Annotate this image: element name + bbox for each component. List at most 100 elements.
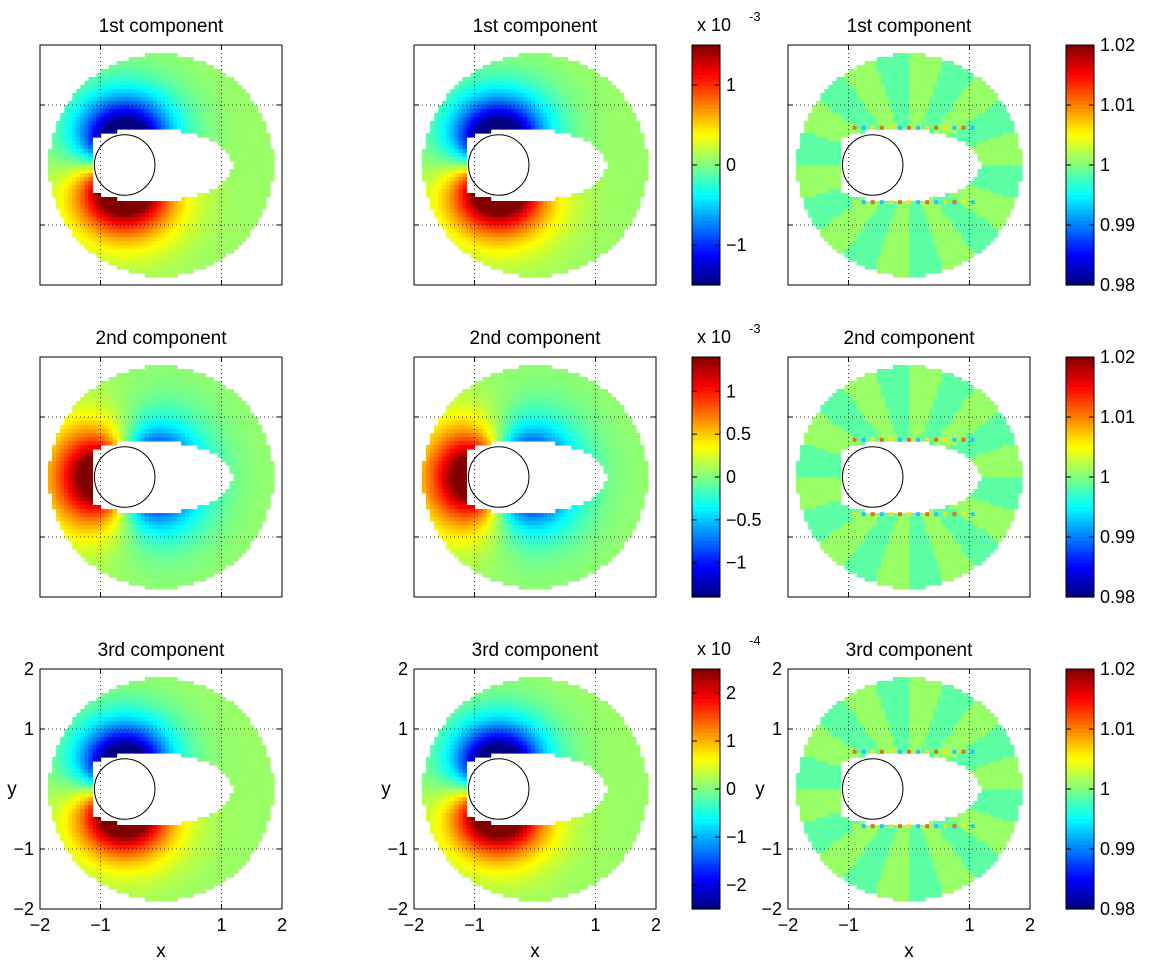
grid (40, 357, 282, 597)
x-tick-label: 1 (216, 915, 226, 935)
grid (788, 45, 1030, 285)
heatmap-cells (48, 53, 275, 278)
x-tick-label: −1 (464, 915, 485, 935)
y-tick-label: −1 (387, 839, 408, 859)
y-tick-label: 2 (24, 659, 34, 679)
heatmap-cells (48, 365, 275, 590)
axes-frame (413, 44, 657, 286)
panel-6: 2nd component 1.02 1.01 1 0.99 0.98 (787, 328, 1135, 607)
colorbar-tick-label: 1 (1100, 467, 1110, 487)
colorbar: 1 0 −1 x 10 -3 (691, 9, 761, 286)
tick-marks (40, 669, 282, 909)
colorbar-tick-label: 0.99 (1100, 215, 1135, 235)
circle-outline (93, 758, 156, 820)
panel-2: 1st component 1 0 −1 x 10 -3 (413, 9, 761, 286)
colorbar-tick-label: 0 (726, 779, 736, 799)
colorbar-tick-label: 1 (726, 75, 736, 95)
colorbar-tick-label: 1.02 (1100, 35, 1135, 55)
colorbar-tick-label: 0.98 (1100, 275, 1135, 295)
colorbar-tick-label: 1.01 (1100, 407, 1135, 427)
panel-title: 2nd component (470, 328, 602, 349)
x-tick-label: −1 (838, 915, 859, 935)
colorbar: 1.02 1.01 1 0.99 0.98 (1065, 347, 1135, 607)
heatmap-cells (422, 677, 649, 902)
y-axis-label: y (381, 779, 391, 800)
circle-outline (93, 446, 156, 508)
circle-outline (467, 446, 530, 508)
colorbar-exponent: -4 (749, 633, 761, 648)
colorbar-exponent: -3 (749, 321, 761, 336)
colorbar-tick-label: −2 (726, 875, 747, 895)
axes-frame (39, 668, 283, 910)
panel-title: 2nd component (844, 328, 976, 349)
colorbar-exponent-prefix: x 10 (697, 327, 731, 347)
x-axis-label: x (904, 941, 914, 962)
panel-1: 1st component (39, 16, 283, 286)
colorbar: 1 0.5 0 −0.5 −1 x 10 -3 (691, 321, 762, 598)
circle-outline (841, 446, 904, 508)
circle-outline (841, 134, 904, 196)
x-tick-label: 2 (277, 915, 287, 935)
x-tick-label: −2 (404, 915, 425, 935)
colorbar-tick-label: 1 (1100, 779, 1110, 799)
colorbar: 1.02 1.01 1 0.99 0.98 (1065, 659, 1135, 919)
tick-marks (414, 45, 656, 285)
colorbar-tick-label: 1.02 (1100, 659, 1135, 679)
y-tick-label: 1 (398, 719, 408, 739)
x-tick-label: −2 (778, 915, 799, 935)
x-tick-label: 2 (1025, 915, 1035, 935)
y-tick-label: −2 (761, 899, 782, 919)
panel-title: 1st component (847, 16, 972, 37)
panel-title: 1st component (99, 16, 224, 37)
y-tick-label: −2 (387, 899, 408, 919)
grid (414, 45, 656, 285)
circle-outline (841, 758, 904, 820)
colorbar-tick-label: 0 (726, 155, 736, 175)
x-tick-label: 1 (964, 915, 974, 935)
axes-frame (413, 668, 657, 910)
grid (40, 45, 282, 285)
y-axis-label: y (755, 779, 765, 800)
panel-title: 2nd component (96, 328, 228, 349)
colorbar-tick-label: −1 (726, 553, 747, 573)
boundary-artifacts (852, 437, 975, 517)
y-axis-label: y (7, 779, 17, 800)
axes-frame (787, 668, 1031, 910)
panel-3: 1st component 1.02 1.01 1 0.99 0.98 (787, 16, 1135, 295)
colorbar-tick-label: 2 (726, 683, 736, 703)
tick-marks (788, 357, 1030, 597)
panel-7: 3rd component −2 −1 1 2 2 1 −1 −2 x y (7, 640, 287, 962)
grid (788, 669, 1030, 909)
x-tick-label: −2 (30, 915, 51, 935)
tick-marks (788, 45, 1030, 285)
colorbar-tick-label: −1 (726, 827, 747, 847)
heatmap-cells (796, 53, 1023, 278)
grid (414, 357, 656, 597)
grid (414, 669, 656, 909)
colorbar-tick-label: 1 (726, 381, 736, 401)
x-tick-label: 1 (590, 915, 600, 935)
heatmap-cells (422, 365, 649, 590)
boundary-artifacts (852, 749, 975, 829)
y-tick-label: −1 (761, 839, 782, 859)
axes-frame (787, 44, 1031, 286)
x-tick-label: −1 (90, 915, 111, 935)
y-tick-label: −1 (13, 839, 34, 859)
panel-title: 1st component (473, 16, 598, 37)
axes-frame (413, 356, 657, 598)
axes-frame (787, 356, 1031, 598)
colorbar-tick-label: −0.5 (726, 510, 762, 530)
circle-outline (467, 758, 530, 820)
boundary-artifacts (852, 125, 975, 205)
colorbar-tick-label: 0.98 (1100, 899, 1135, 919)
colorbar-tick-label: 1 (726, 731, 736, 751)
colorbar-tick-label: 0.99 (1100, 839, 1135, 859)
panel-4: 2nd component (39, 328, 283, 598)
circle-outline (467, 134, 530, 196)
axes-frame (39, 356, 283, 598)
tick-marks (414, 669, 656, 909)
panel-9: 3rd component −2 −1 1 2 2 1 −1 −2 x y 1.02 1.01 1 0.99… (755, 640, 1135, 962)
y-tick-label: 1 (24, 719, 34, 739)
panel-8: 3rd component −2 −1 1 2 2 1 −1 −2 x y 2 1 0 −1 −2 x 10 -4 (381, 633, 760, 962)
